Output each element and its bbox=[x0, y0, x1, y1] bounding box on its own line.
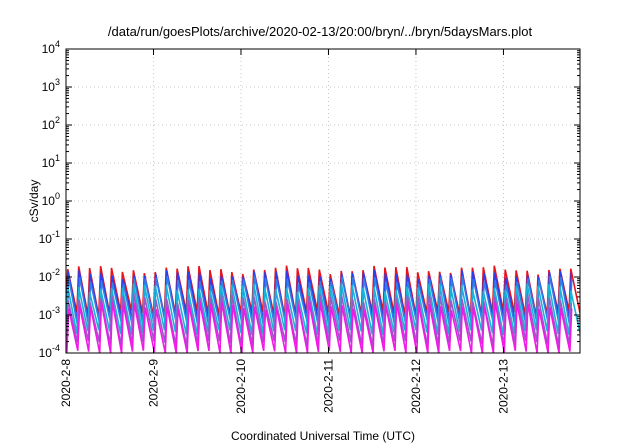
chart-title: /data/run/goesPlots/archive/2020-02-13/2… bbox=[108, 24, 533, 39]
x-tick-label: 2020-2-10 bbox=[234, 359, 248, 414]
series-line-6 bbox=[66, 301, 573, 353]
x-tick-label: 2020-2-9 bbox=[146, 359, 160, 407]
y-tick-label: 100 bbox=[42, 191, 60, 208]
x-axis-label: Coordinated Universal Time (UTC) bbox=[231, 429, 415, 443]
x-tick-label: 2020-2-8 bbox=[59, 359, 73, 407]
y-tick-label: 10-1 bbox=[39, 229, 60, 246]
y-tick-label: 10-3 bbox=[39, 305, 60, 322]
y-tick-label: 101 bbox=[42, 153, 60, 170]
plot-series bbox=[66, 265, 580, 353]
x-tick-label: 2020-2-13 bbox=[496, 359, 510, 414]
y-axis-label: cSv/day bbox=[27, 180, 41, 223]
y-tick-label: 104 bbox=[42, 39, 60, 56]
x-tick-label: 2020-2-11 bbox=[321, 359, 335, 413]
y-tick-label: 10-2 bbox=[39, 267, 60, 284]
y-tick-label: 103 bbox=[42, 77, 60, 94]
y-tick-label: 10-4 bbox=[39, 343, 60, 360]
y-tick-label: 102 bbox=[42, 115, 60, 132]
series-line-4 bbox=[66, 282, 580, 336]
x-axis-ticks: 2020-2-8 2020-2-9 2020-2-10 2020-2-11 2020-2… bbox=[59, 49, 510, 414]
y-axis-ticks: 10-4 10-3 10-2 10-1 100 101 102 103 104 bbox=[39, 39, 580, 360]
x-tick-label: 2020-2-12 bbox=[409, 359, 423, 414]
